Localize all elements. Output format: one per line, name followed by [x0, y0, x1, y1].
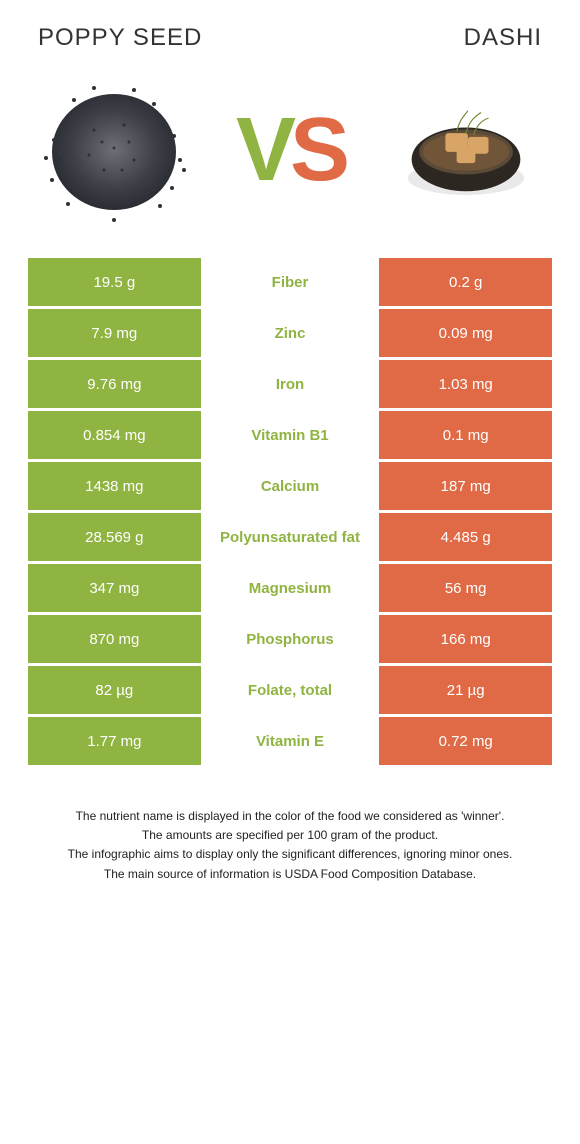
right-value: 0.2 g: [379, 258, 552, 306]
table-row: 870 mgPhosphorus166 mg: [28, 615, 552, 663]
table-row: 82 µgFolate, total21 µg: [28, 666, 552, 714]
right-value: 0.72 mg: [379, 717, 552, 765]
left-value: 7.9 mg: [28, 309, 201, 357]
footnote-line: The infographic aims to display only the…: [34, 845, 546, 864]
footnotes: The nutrient name is displayed in the co…: [28, 807, 552, 884]
nutrient-label: Iron: [204, 360, 377, 408]
poppy-seed-image: [34, 70, 194, 230]
left-value: 28.569 g: [28, 513, 201, 561]
right-value: 56 mg: [379, 564, 552, 612]
dashi-image: [386, 70, 546, 230]
vs-s: S: [290, 99, 344, 202]
hero-row: VS: [28, 70, 552, 230]
right-value: 0.09 mg: [379, 309, 552, 357]
nutrient-label: Vitamin E: [204, 717, 377, 765]
left-value: 347 mg: [28, 564, 201, 612]
vs-label: VS: [236, 99, 344, 202]
nutrient-table: 19.5 gFiber0.2 g7.9 mgZinc0.09 mg9.76 mg…: [28, 258, 552, 765]
nutrient-label: Magnesium: [204, 564, 377, 612]
right-value: 21 µg: [379, 666, 552, 714]
nutrient-label: Phosphorus: [204, 615, 377, 663]
nutrient-label: Zinc: [204, 309, 377, 357]
table-row: 0.854 mgVitamin B10.1 mg: [28, 411, 552, 459]
table-row: 1438 mgCalcium187 mg: [28, 462, 552, 510]
right-value: 166 mg: [379, 615, 552, 663]
right-value: 4.485 g: [379, 513, 552, 561]
left-value: 19.5 g: [28, 258, 201, 306]
left-value: 82 µg: [28, 666, 201, 714]
nutrient-label: Vitamin B1: [204, 411, 377, 459]
right-value: 0.1 mg: [379, 411, 552, 459]
title-left: POPPY SEED: [38, 24, 202, 52]
vs-v: V: [236, 99, 290, 202]
nutrient-label: Folate, total: [204, 666, 377, 714]
left-value: 1.77 mg: [28, 717, 201, 765]
footnote-line: The amounts are specified per 100 gram o…: [34, 826, 546, 845]
left-value: 1438 mg: [28, 462, 201, 510]
nutrient-label: Calcium: [204, 462, 377, 510]
title-right: DASHI: [464, 24, 542, 52]
table-row: 347 mgMagnesium56 mg: [28, 564, 552, 612]
right-value: 1.03 mg: [379, 360, 552, 408]
footnote-line: The main source of information is USDA F…: [34, 865, 546, 884]
table-row: 19.5 gFiber0.2 g: [28, 258, 552, 306]
left-value: 870 mg: [28, 615, 201, 663]
nutrient-label: Polyunsaturated fat: [204, 513, 377, 561]
table-row: 28.569 gPolyunsaturated fat4.485 g: [28, 513, 552, 561]
table-row: 7.9 mgZinc0.09 mg: [28, 309, 552, 357]
left-value: 9.76 mg: [28, 360, 201, 408]
table-row: 9.76 mgIron1.03 mg: [28, 360, 552, 408]
footnote-line: The nutrient name is displayed in the co…: [34, 807, 546, 826]
left-value: 0.854 mg: [28, 411, 201, 459]
titles-row: POPPY SEED DASHI: [28, 24, 552, 52]
right-value: 187 mg: [379, 462, 552, 510]
nutrient-label: Fiber: [204, 258, 377, 306]
table-row: 1.77 mgVitamin E0.72 mg: [28, 717, 552, 765]
